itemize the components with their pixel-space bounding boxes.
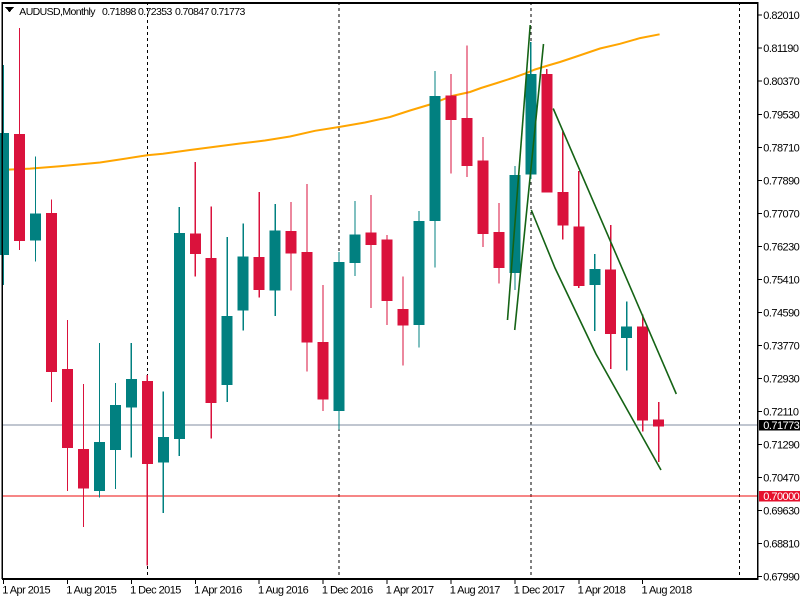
- svg-text:1 Dec 2015: 1 Dec 2015: [130, 585, 181, 597]
- svg-text:1 Aug 2015: 1 Aug 2015: [66, 585, 117, 597]
- svg-text:0.67990: 0.67990: [763, 572, 799, 584]
- svg-text:0.81190: 0.81190: [763, 43, 799, 55]
- svg-text:AUDUSD,Monthly: AUDUSD,Monthly: [19, 6, 96, 18]
- svg-text:0.70470: 0.70470: [763, 473, 799, 485]
- svg-text:0.74590: 0.74590: [763, 307, 799, 319]
- svg-text:1 Dec 2016: 1 Dec 2016: [322, 585, 373, 597]
- svg-text:0.82010: 0.82010: [763, 10, 799, 22]
- svg-text:0.80370: 0.80370: [763, 76, 799, 88]
- svg-text:0.78710: 0.78710: [763, 142, 799, 154]
- svg-text:0.71898: 0.71898: [102, 6, 137, 18]
- svg-text:0.73770: 0.73770: [763, 340, 799, 352]
- svg-text:1 Aug 2018: 1 Aug 2018: [642, 585, 693, 597]
- svg-text:0.79530: 0.79530: [763, 109, 799, 121]
- svg-text:0.70000: 0.70000: [763, 491, 799, 503]
- svg-text:0.76230: 0.76230: [763, 241, 799, 253]
- svg-text:0.77070: 0.77070: [763, 208, 799, 220]
- svg-text:0.71290: 0.71290: [763, 440, 799, 452]
- svg-text:1 Aug 2016: 1 Aug 2016: [258, 585, 309, 597]
- svg-text:0.72353: 0.72353: [138, 6, 173, 18]
- svg-text:1 Apr 2018: 1 Apr 2018: [578, 585, 626, 597]
- svg-text:0.72110: 0.72110: [763, 406, 799, 418]
- svg-text:0.68810: 0.68810: [763, 539, 799, 551]
- svg-text:0.71773: 0.71773: [763, 420, 799, 432]
- svg-text:1 Aug 2017: 1 Aug 2017: [450, 585, 501, 597]
- svg-text:0.72930: 0.72930: [763, 373, 799, 385]
- svg-text:1 Apr 2016: 1 Apr 2016: [194, 585, 242, 597]
- svg-text:0.70847: 0.70847: [175, 6, 210, 18]
- svg-text:1 Apr 2017: 1 Apr 2017: [386, 585, 434, 597]
- svg-text:1 Dec 2017: 1 Dec 2017: [514, 585, 565, 597]
- svg-text:1 Apr 2015: 1 Apr 2015: [2, 585, 50, 597]
- svg-text:0.75410: 0.75410: [763, 274, 799, 286]
- svg-text:0.77890: 0.77890: [763, 175, 799, 187]
- svg-text:0.71773: 0.71773: [211, 6, 246, 18]
- svg-text:0.69630: 0.69630: [763, 506, 799, 518]
